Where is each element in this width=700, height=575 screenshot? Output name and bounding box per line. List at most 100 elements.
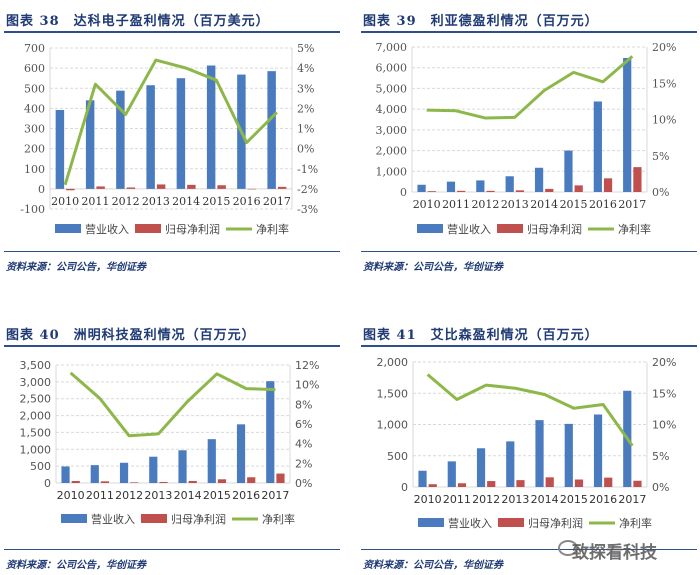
y-tick-label: 500 xyxy=(387,450,408,463)
y-tick-label: 6,000 xyxy=(376,62,408,75)
revenue-bar xyxy=(116,90,125,189)
title-rule xyxy=(4,31,340,33)
y-tick-label: 300 xyxy=(24,123,45,136)
source-rule xyxy=(4,251,340,252)
x-tick-label: 2013 xyxy=(501,493,529,506)
profit-bar xyxy=(100,481,110,483)
figure-number: 图表 40 xyxy=(6,328,60,343)
profit-bar xyxy=(633,480,642,487)
revenue-bar xyxy=(447,461,456,487)
y-tick-label: 0 xyxy=(400,186,407,199)
revenue-bar xyxy=(505,176,514,192)
revenue-bar xyxy=(418,470,427,487)
figure-title: 图表 38 达科电子盈利情况（百万美元） xyxy=(6,10,270,29)
legend-profit-label: 归母净利润 xyxy=(528,516,583,530)
legend-revenue-swatch xyxy=(61,514,87,523)
y-tick-label: 500 xyxy=(24,82,45,95)
revenue-bar xyxy=(55,109,65,189)
y-tick-label: 500 xyxy=(30,460,51,473)
x-tick-label: 2012 xyxy=(112,195,140,208)
revenue-bar xyxy=(535,420,544,487)
figure-40-panel: 图表 40 洲明科技盈利情况（百万元） 0 500 1,000 1,500 2,000 2,… xyxy=(0,290,340,575)
revenue-bar xyxy=(266,381,275,483)
x-tick-label: 2012 xyxy=(115,489,143,502)
profit-bar xyxy=(545,188,554,192)
y-tick-label: 2,500 xyxy=(20,393,52,406)
chart-40: 0 500 1,000 1,500 2,000 2,500 3,000 3,500 0% 2% 4%… xyxy=(20,359,320,526)
profit-bar xyxy=(96,186,105,189)
revenue-bar xyxy=(564,150,573,192)
revenue-bar xyxy=(119,462,129,483)
figure-38-panel: 图表 38 达科电子盈利情况（百万美元） -100 0 100 200 300 400 500… xyxy=(0,0,340,280)
revenue-bar xyxy=(267,71,276,189)
profit-bar xyxy=(159,481,168,483)
y2-tick-label: -2% xyxy=(297,183,318,196)
figure-title: 图表 40 洲明科技盈利情况（百万元） xyxy=(6,324,256,343)
revenue-bar xyxy=(206,65,216,189)
x-tick-label: 2010 xyxy=(57,489,85,502)
profit-bar xyxy=(457,483,467,487)
y-tick-label: -100 xyxy=(20,203,45,216)
x-tick-label: 2013 xyxy=(144,489,172,502)
revenue-bar xyxy=(178,450,187,483)
source-note: 资料来源：公司公告，华创证券 xyxy=(363,560,503,571)
revenue-bar xyxy=(236,424,246,483)
legend-revenue-swatch xyxy=(417,224,443,233)
figure-caption: 利亚德盈利情况（百万元） xyxy=(430,14,599,29)
source-note: 资料来源：公司公告，华创证券 xyxy=(363,262,503,273)
y2-tick-label: 0% xyxy=(297,143,314,156)
profit-bar xyxy=(457,190,466,192)
revenue-bar xyxy=(623,57,632,192)
y-tick-label: 2,000 xyxy=(376,145,408,158)
profit-bar xyxy=(276,473,285,483)
legend-revenue-label: 营业收入 xyxy=(85,222,129,236)
y2-tick-label: 10% xyxy=(652,419,676,432)
figure-39-panel: 图表 39 利亚德盈利情况（百万元） 0 1,000 2,000 3,000 4,000 5… xyxy=(357,0,697,280)
x-tick-label: 2011 xyxy=(81,195,109,208)
x-tick-label: 2011 xyxy=(443,493,471,506)
y2-tick-label: 10% xyxy=(652,114,676,127)
legend-margin-label: 净利率 xyxy=(619,516,652,530)
figure-caption: 洲明科技盈利情况（百万元） xyxy=(73,328,256,343)
y2-tick-label: 4% xyxy=(295,438,312,451)
y-tick-label: 0 xyxy=(401,481,408,494)
revenue-bar xyxy=(90,465,99,483)
x-tick-label: 2015 xyxy=(203,489,231,502)
profit-bar xyxy=(574,185,583,192)
figure-caption: 达科电子盈利情况（百万美元） xyxy=(73,14,270,29)
profit-bar xyxy=(71,480,80,483)
revenue-bar xyxy=(149,456,158,483)
y-tick-label: 4,000 xyxy=(376,103,408,116)
legend-profit-swatch xyxy=(498,518,524,527)
profit-bar xyxy=(516,480,525,487)
figure-number: 图表 38 xyxy=(6,14,60,29)
x-tick-label: 2012 xyxy=(471,198,499,211)
profit-bar xyxy=(187,184,196,189)
y2-tick-label: 0% xyxy=(295,477,312,490)
legend-revenue-swatch xyxy=(418,518,444,527)
x-tick-label: 2013 xyxy=(142,195,170,208)
revenue-bar xyxy=(417,184,426,192)
y2-tick-label: 6% xyxy=(295,418,312,431)
x-tick-label: 2015 xyxy=(560,198,588,211)
y2-tick-label: 10% xyxy=(295,379,319,392)
legend-revenue-label: 营业收入 xyxy=(447,222,491,236)
y2-tick-label: 20% xyxy=(652,41,676,54)
chart-39: 0 1,000 2,000 3,000 4,000 5,000 6,000 7,000 0% 5%… xyxy=(376,41,677,236)
y-tick-label: 1,000 xyxy=(20,443,52,456)
x-tick-label: 2017 xyxy=(618,198,646,211)
profit-bar xyxy=(487,481,496,487)
y2-tick-label: 15% xyxy=(652,77,676,90)
y-tick-label: 700 xyxy=(24,42,45,55)
y-tick-label: 1,000 xyxy=(376,165,408,178)
x-tick-label: 2016 xyxy=(233,195,261,208)
x-tick-label: 2014 xyxy=(530,198,558,211)
revenue-bar xyxy=(85,100,95,189)
source-note: 资料来源：公司公告，华创证券 xyxy=(6,262,146,273)
net-margin-line xyxy=(63,58,278,186)
y2-tick-label: 5% xyxy=(652,450,669,463)
net-margin-line xyxy=(426,55,634,120)
x-tick-label: 2012 xyxy=(472,493,500,506)
x-tick-label: 2017 xyxy=(618,493,646,506)
legend-profit-label: 归母净利润 xyxy=(171,512,226,526)
